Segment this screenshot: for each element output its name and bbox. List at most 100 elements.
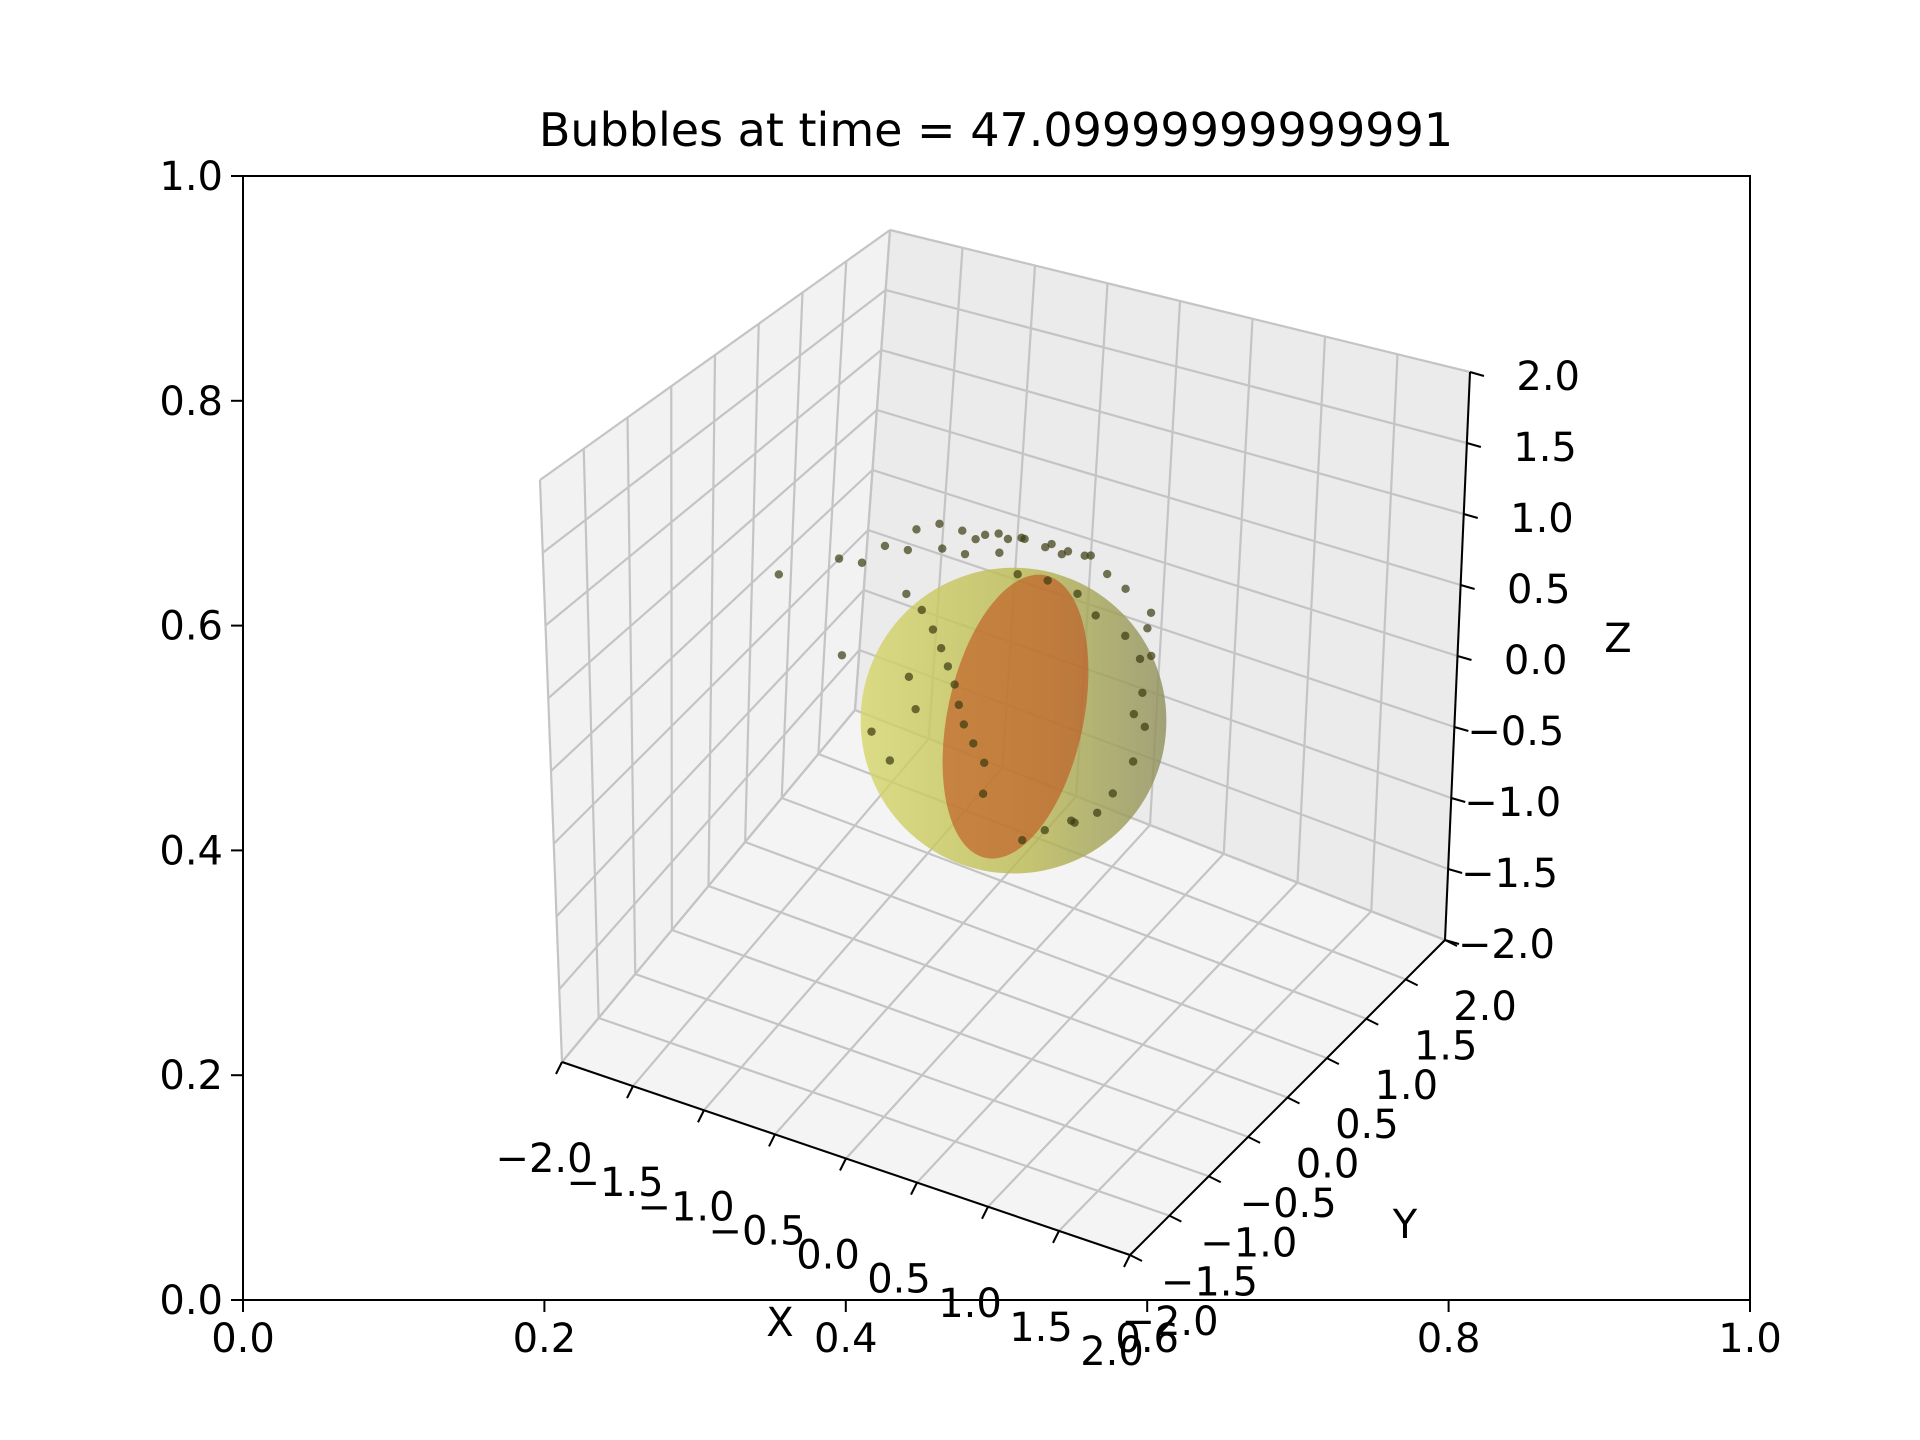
bubble-point	[881, 542, 889, 550]
y3d-tick-label: −1.5	[1161, 1260, 1258, 1306]
bubble-point	[955, 701, 963, 709]
bubble-point	[1043, 576, 1051, 584]
x3d-tick-label: 0.0	[796, 1233, 860, 1279]
x3d-tick-mark	[769, 1134, 775, 1146]
bubble-point	[979, 790, 987, 798]
bubble-point	[980, 759, 988, 767]
y-tick-label: 0.2	[159, 1053, 223, 1099]
bubble-point	[938, 544, 946, 552]
bubble-point	[981, 531, 989, 539]
x3d-tick-label: 0.5	[867, 1257, 931, 1303]
z3d-tick-mark	[1461, 585, 1475, 589]
bubble-point	[1091, 611, 1099, 619]
bubble-point	[905, 673, 913, 681]
bubble-point	[960, 720, 968, 728]
x3d-tick-label: 1.5	[1009, 1305, 1073, 1351]
bubble-point	[958, 527, 966, 535]
z3d-tick-label: 0.0	[1504, 638, 1568, 684]
y3d-tick-label: −0.5	[1240, 1181, 1337, 1227]
z3d-tick-mark	[1458, 656, 1472, 660]
z3d-tick-label: 1.0	[1510, 496, 1574, 542]
bubble-point	[1058, 550, 1066, 558]
bubble-point	[904, 546, 912, 554]
bubble-point	[1020, 535, 1028, 543]
z-axis-label: Z	[1604, 616, 1631, 662]
x-axis-label: X	[766, 1300, 793, 1346]
bubble-point	[1093, 809, 1101, 817]
bubble-point	[838, 651, 846, 659]
bubble-point	[1018, 836, 1026, 844]
x3d-tick-mark	[911, 1183, 917, 1195]
bubble-point	[1121, 632, 1129, 640]
x-tick-label: 0.2	[513, 1316, 577, 1362]
y3d-tick-label: 0.5	[1335, 1102, 1399, 1148]
y3d-tick-label: 1.0	[1374, 1063, 1438, 1109]
bubble-point	[775, 570, 783, 578]
x-tick-label: 0.4	[814, 1316, 878, 1362]
z3d-tick-label: −0.5	[1467, 709, 1564, 755]
bubble-point	[835, 554, 843, 562]
bubble-point	[1147, 609, 1155, 617]
x3d-tick-mark	[627, 1086, 633, 1098]
bubble-point	[918, 606, 926, 614]
bubble-point	[1073, 590, 1081, 598]
bubble-point	[911, 705, 919, 713]
x-tick-label: 0.8	[1417, 1316, 1481, 1362]
x3d-tick-mark	[982, 1207, 988, 1219]
z3d-tick-mark	[1467, 443, 1481, 447]
bubble-point	[1121, 585, 1129, 593]
bubble-point	[969, 739, 977, 747]
bubble-point	[935, 520, 943, 528]
bubble-point	[944, 662, 952, 670]
bubble-point	[1103, 570, 1111, 578]
y3d-tick-mark	[1288, 1098, 1300, 1104]
x3d-tick-mark	[840, 1159, 846, 1171]
z3d-tick-label: −2.0	[1458, 922, 1555, 968]
bubble-point	[1141, 723, 1149, 731]
y3d-tick-mark	[1366, 1019, 1378, 1025]
z3d-tick-label: 0.5	[1507, 567, 1571, 613]
z3d-tick-mark	[1464, 514, 1478, 518]
bubble-point	[1047, 540, 1055, 548]
bubble-point	[1138, 689, 1146, 697]
y-axis-label: Y	[1392, 1202, 1418, 1248]
bubble-point	[971, 535, 979, 543]
bubble-point	[858, 559, 866, 567]
y3d-tick-mark	[1327, 1058, 1339, 1064]
x3d-tick-mark	[698, 1110, 704, 1122]
bubble-point	[961, 550, 969, 558]
bubble-point	[1143, 624, 1151, 632]
y3d-tick-mark	[1209, 1176, 1221, 1182]
x3d-tick-label: 1.0	[938, 1281, 1002, 1327]
bubble-point	[950, 680, 958, 688]
bubble-point	[912, 525, 920, 533]
y-tick-label: 1.0	[159, 154, 223, 200]
z3d-tick-label: −1.5	[1461, 851, 1558, 897]
y3d-tick-mark	[1130, 1255, 1142, 1261]
y3d-tick-label: 0.0	[1296, 1142, 1360, 1188]
y3d-tick-label: 1.5	[1414, 1023, 1478, 1069]
y3d-tick-mark	[1169, 1216, 1181, 1222]
bubble-point	[1136, 655, 1144, 663]
bubble-point	[1004, 535, 1012, 543]
y-tick-label: 0.4	[159, 828, 223, 874]
bubble-point	[994, 529, 1002, 537]
y3d-tick-mark	[1248, 1137, 1260, 1143]
bubble-point	[1147, 652, 1155, 660]
bubble-point	[1013, 570, 1021, 578]
y3d-tick-label: −1.0	[1200, 1220, 1297, 1266]
x3d-tick-mark	[556, 1062, 562, 1074]
x3d-tick-mark	[1124, 1255, 1130, 1267]
z3d-tick-label: 1.5	[1513, 425, 1577, 471]
bubble-point	[1109, 789, 1117, 797]
bubble-point	[1067, 816, 1075, 824]
y-tick-label: 0.0	[159, 1278, 223, 1324]
bubble-point	[1129, 757, 1137, 765]
bubble-point	[902, 590, 910, 598]
bubble-point	[937, 644, 945, 652]
bubble-point	[886, 756, 894, 764]
bubble-point	[867, 727, 875, 735]
x3d-tick-label: −0.5	[708, 1208, 805, 1254]
z3d-tick-label: 2.0	[1516, 354, 1580, 400]
